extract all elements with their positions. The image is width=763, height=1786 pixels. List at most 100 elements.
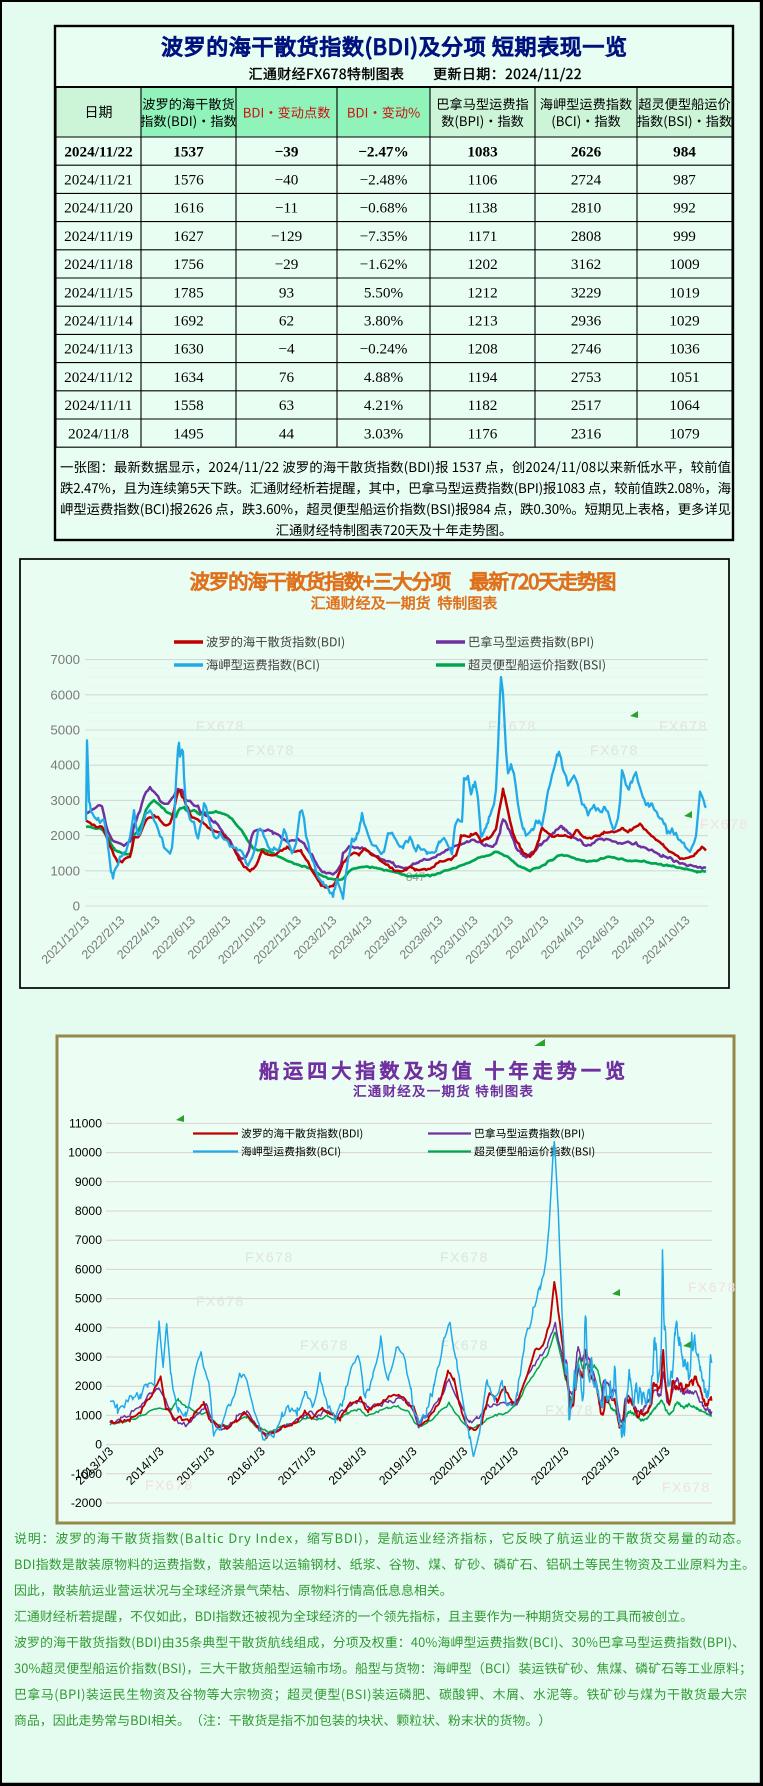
svg-text:-1000: -1000 bbox=[71, 1467, 102, 1481]
svg-text:3229: 3229 bbox=[571, 284, 601, 301]
svg-text:0: 0 bbox=[95, 1438, 102, 1452]
svg-text:2024/11/12: 2024/11/12 bbox=[64, 369, 133, 386]
svg-text:1000: 1000 bbox=[75, 1408, 102, 1422]
svg-text:FX678: FX678 bbox=[688, 1279, 737, 1295]
svg-text:FX678: FX678 bbox=[300, 1337, 349, 1353]
svg-text:999: 999 bbox=[673, 228, 696, 245]
svg-text:1576: 1576 bbox=[173, 172, 204, 189]
svg-text:2936: 2936 bbox=[571, 313, 602, 330]
svg-text:−1.62%: −1.62% bbox=[360, 256, 408, 273]
svg-text:2024/11/18: 2024/11/18 bbox=[64, 256, 133, 273]
svg-text:FX678: FX678 bbox=[440, 1249, 489, 1265]
svg-text:−7.35%: −7.35% bbox=[360, 228, 408, 245]
svg-text:−4: −4 bbox=[278, 341, 295, 358]
svg-text:1182: 1182 bbox=[468, 397, 498, 414]
svg-text:984: 984 bbox=[673, 143, 696, 160]
svg-text:1558: 1558 bbox=[173, 397, 204, 414]
svg-text:2808: 2808 bbox=[571, 228, 602, 245]
svg-text:−11: −11 bbox=[275, 200, 298, 217]
svg-text:1083: 1083 bbox=[467, 143, 498, 160]
svg-text:2024/11/22: 2024/11/22 bbox=[64, 143, 132, 160]
svg-text:3162: 3162 bbox=[571, 256, 601, 273]
svg-text:1785: 1785 bbox=[173, 284, 203, 301]
svg-text:3000: 3000 bbox=[50, 793, 80, 808]
svg-text:2024/11/20: 2024/11/20 bbox=[64, 200, 133, 217]
svg-text:−129: −129 bbox=[271, 228, 302, 245]
svg-text:1616: 1616 bbox=[173, 200, 204, 217]
svg-text:1019: 1019 bbox=[669, 284, 699, 301]
svg-text:FX678: FX678 bbox=[488, 718, 537, 734]
svg-text:2000: 2000 bbox=[75, 1379, 102, 1393]
svg-text:2024/11/14: 2024/11/14 bbox=[64, 313, 133, 330]
svg-text:11000: 11000 bbox=[69, 1116, 102, 1130]
svg-text:1064: 1064 bbox=[669, 397, 700, 414]
svg-text:4000: 4000 bbox=[50, 758, 80, 773]
svg-text:6000: 6000 bbox=[75, 1262, 102, 1276]
svg-text:1176: 1176 bbox=[468, 425, 498, 442]
svg-text:FX678: FX678 bbox=[246, 742, 295, 758]
svg-text:−39: −39 bbox=[275, 143, 299, 160]
svg-text:76: 76 bbox=[279, 369, 295, 386]
svg-text:1756: 1756 bbox=[173, 256, 204, 273]
svg-text:2626: 2626 bbox=[571, 143, 602, 160]
svg-text:987: 987 bbox=[673, 172, 696, 189]
svg-text:1138: 1138 bbox=[468, 200, 498, 217]
svg-text:1106: 1106 bbox=[468, 172, 498, 189]
svg-text:1036: 1036 bbox=[669, 341, 700, 358]
svg-text:10000: 10000 bbox=[68, 1146, 102, 1160]
svg-text:2316: 2316 bbox=[571, 425, 602, 442]
svg-text:1634: 1634 bbox=[173, 369, 204, 386]
svg-text:2753: 2753 bbox=[571, 369, 601, 386]
svg-text:2517: 2517 bbox=[571, 397, 602, 414]
svg-text:5000: 5000 bbox=[75, 1292, 102, 1306]
svg-text:2024/11/21: 2024/11/21 bbox=[64, 172, 133, 189]
svg-text:2024/11/8: 2024/11/8 bbox=[68, 425, 129, 442]
svg-text:1171: 1171 bbox=[468, 228, 498, 245]
svg-text:4.21%: 4.21% bbox=[364, 397, 404, 414]
svg-text:847: 847 bbox=[406, 872, 425, 884]
svg-text:1208: 1208 bbox=[467, 341, 498, 358]
svg-text:1079: 1079 bbox=[669, 425, 699, 442]
svg-text:FX678: FX678 bbox=[659, 718, 708, 734]
svg-text:1495: 1495 bbox=[173, 425, 203, 442]
svg-text:−0.24%: −0.24% bbox=[360, 341, 408, 358]
svg-text:FX678: FX678 bbox=[196, 1293, 245, 1309]
svg-text:9000: 9000 bbox=[75, 1175, 102, 1189]
svg-text:2024/11/19: 2024/11/19 bbox=[64, 228, 133, 245]
svg-text:3000: 3000 bbox=[75, 1350, 102, 1364]
svg-text:−40: −40 bbox=[275, 172, 299, 189]
svg-text:0: 0 bbox=[73, 899, 80, 914]
svg-text:7000: 7000 bbox=[75, 1233, 102, 1247]
svg-text:−2.47%: −2.47% bbox=[358, 143, 408, 160]
svg-text:4000: 4000 bbox=[75, 1321, 102, 1335]
svg-text:6000: 6000 bbox=[50, 687, 80, 702]
svg-text:FX678: FX678 bbox=[700, 816, 749, 832]
svg-text:1627: 1627 bbox=[173, 228, 204, 245]
svg-text:5000: 5000 bbox=[50, 723, 80, 738]
svg-text:FX678: FX678 bbox=[145, 1477, 194, 1493]
svg-text:FX678: FX678 bbox=[662, 1479, 711, 1495]
svg-text:3.80%: 3.80% bbox=[364, 313, 404, 330]
svg-text:7000: 7000 bbox=[50, 652, 80, 667]
svg-text:1000: 1000 bbox=[50, 863, 80, 878]
svg-text:1009: 1009 bbox=[669, 256, 699, 273]
svg-text:−29: −29 bbox=[275, 256, 299, 273]
svg-text:FX678: FX678 bbox=[196, 718, 245, 734]
svg-text:2000: 2000 bbox=[50, 828, 80, 843]
svg-text:FX678: FX678 bbox=[440, 1337, 489, 1353]
svg-text:44: 44 bbox=[279, 425, 295, 442]
svg-text:1212: 1212 bbox=[467, 284, 497, 301]
svg-text:1630: 1630 bbox=[173, 341, 204, 358]
svg-text:1051: 1051 bbox=[669, 369, 699, 386]
svg-text:−0.68%: −0.68% bbox=[360, 200, 408, 217]
svg-text:1537: 1537 bbox=[173, 143, 204, 160]
svg-text:1213: 1213 bbox=[467, 313, 497, 330]
svg-text:FX678: FX678 bbox=[590, 742, 639, 758]
svg-text:63: 63 bbox=[279, 397, 294, 414]
svg-text:2724: 2724 bbox=[571, 172, 602, 189]
svg-text:−2.48%: −2.48% bbox=[360, 172, 408, 189]
svg-text:1194: 1194 bbox=[468, 369, 498, 386]
svg-text:8000: 8000 bbox=[75, 1204, 102, 1218]
svg-text:-2000: -2000 bbox=[71, 1496, 102, 1510]
svg-text:2024/11/11: 2024/11/11 bbox=[64, 397, 132, 414]
